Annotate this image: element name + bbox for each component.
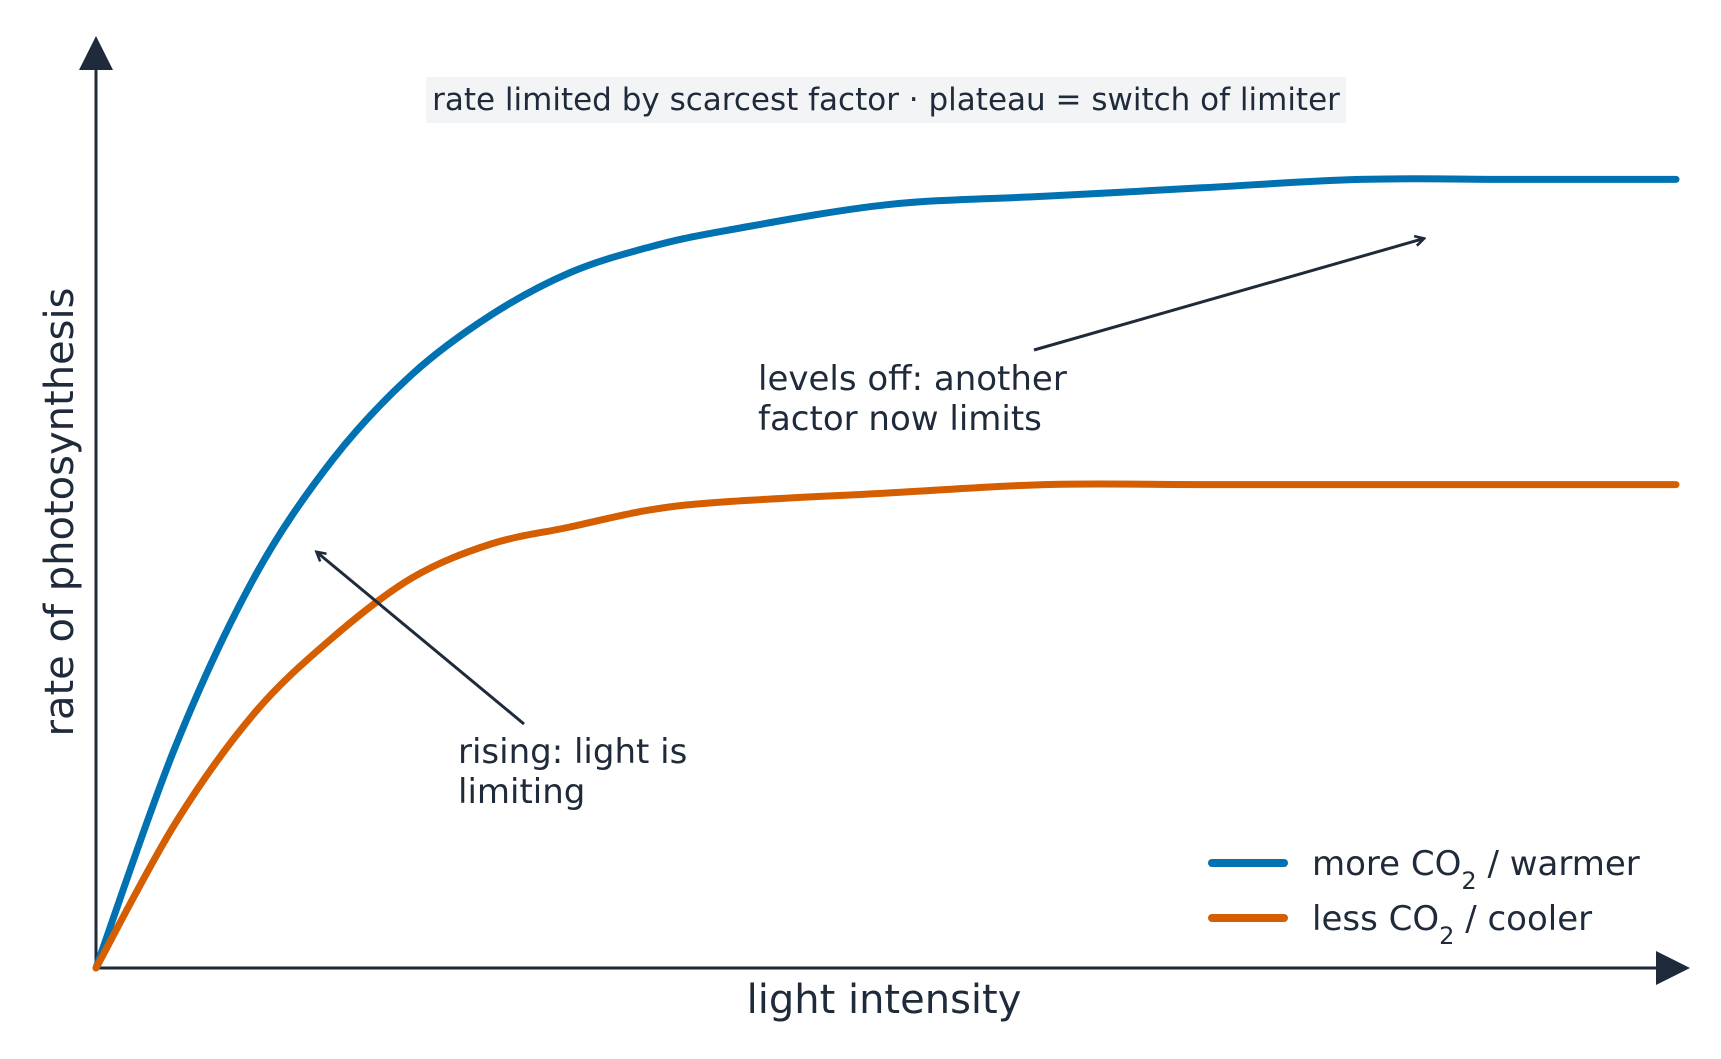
subtitle-background [426, 77, 1347, 123]
annotation-2-line-1: rising: light is [458, 732, 687, 772]
annotation-1-line-2: factor now limits [758, 399, 1042, 439]
annotation-2-line-2: limiting [458, 772, 585, 812]
x-axis-label: light intensity [747, 977, 1022, 1023]
series-line-2 [92, 480, 1680, 972]
annotation-1-line-1: levels off: another [758, 359, 1067, 399]
series-layer [92, 175, 1680, 972]
legend-entry-1: more CO2 / warmer [1208, 844, 1640, 895]
axes [79, 36, 1690, 985]
series-line-1 [92, 175, 1680, 972]
y-axis-label: rate of photosynthesis [37, 288, 83, 737]
legend-entry-2: less CO2 / cooler [1208, 899, 1592, 950]
chart-subtitle: rate limited by scarcest factor · platea… [432, 82, 1340, 118]
y-axis-arrowhead [79, 36, 113, 70]
x-axis-arrowhead [1656, 951, 1690, 985]
legend-label-2: less CO2 / cooler [1312, 899, 1592, 950]
annotation-1-arrow [1033, 239, 1423, 352]
annotation-2-arrow [317, 552, 525, 726]
legend-label-1: more CO2 / warmer [1312, 844, 1640, 895]
